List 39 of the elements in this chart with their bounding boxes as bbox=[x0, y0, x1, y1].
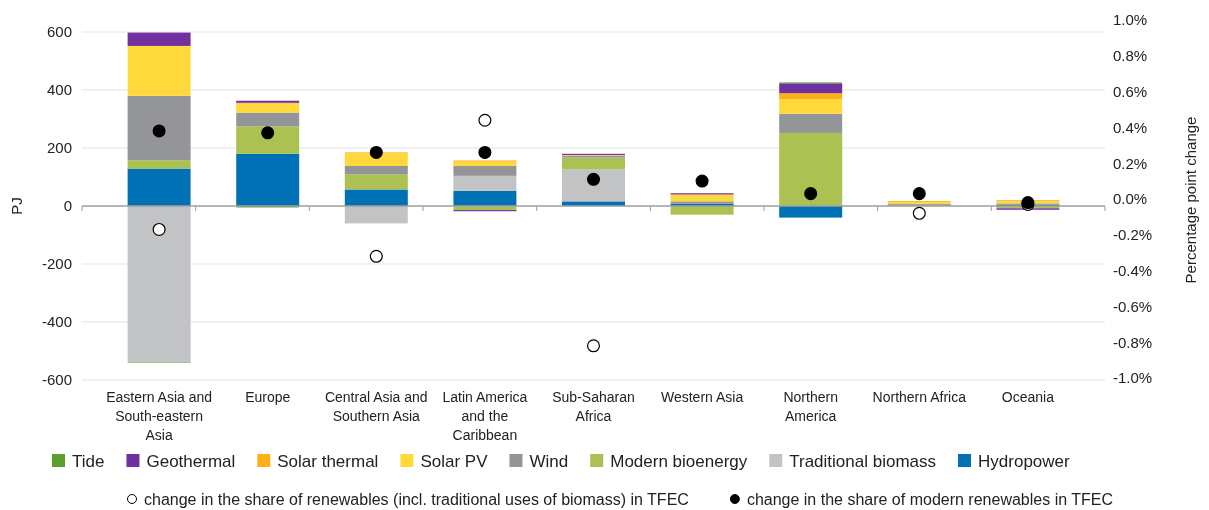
y-tick-label: -200 bbox=[41, 255, 72, 273]
y-axis-title: PJ bbox=[8, 197, 25, 215]
x-tick-label: Oceania bbox=[1001, 389, 1055, 405]
y-tick-label: 200 bbox=[46, 139, 72, 157]
legend-label: Tide bbox=[72, 452, 105, 471]
y2-tick-label: 1.0% bbox=[1113, 11, 1148, 29]
y2-tick-label: 0.2% bbox=[1113, 154, 1148, 172]
y2-tick-label: -0.4% bbox=[1113, 261, 1153, 279]
legend-label: Modern bioenergy bbox=[610, 452, 748, 471]
legend-label: Wind bbox=[529, 452, 569, 471]
y2-tick-label: 0.0% bbox=[1113, 190, 1148, 208]
y2-tick-label: -0.8% bbox=[1113, 333, 1153, 351]
x-tick-label: Eastern Asia and South-eastern Asia bbox=[106, 389, 213, 443]
y2-tick-label: 0.4% bbox=[1113, 118, 1148, 136]
legend-label: Traditional biomass bbox=[789, 452, 937, 471]
legend-label: change in the share of renewables (incl. traditional uses of biomass) in TFEC bbox=[144, 491, 689, 508]
x-tick-label: Northern America bbox=[783, 389, 838, 424]
y2-tick-label: -1.0% bbox=[1113, 369, 1153, 387]
y-tick-label: 0 bbox=[63, 197, 72, 215]
x-tick-label: Western Asia bbox=[660, 389, 744, 405]
y2-axis-title: Percentage point change bbox=[1182, 116, 1199, 284]
legend-label: Hydropower bbox=[978, 452, 1071, 471]
y2-tick-label: 0.6% bbox=[1113, 82, 1148, 100]
y-tick-label: 400 bbox=[46, 81, 72, 99]
y2-tick-label: -0.2% bbox=[1113, 226, 1153, 244]
legend-label: change in the share of modern renewables in TFEC bbox=[746, 491, 1114, 508]
y-tick-label: -400 bbox=[41, 313, 72, 331]
x-tick-label: Northern Africa bbox=[872, 389, 967, 405]
y-tick-label: 600 bbox=[46, 23, 72, 41]
y2-tick-label: -0.6% bbox=[1113, 297, 1153, 315]
x-tick-label: Central Asia and Southern Asia bbox=[324, 389, 428, 424]
legend-label: Geothermal bbox=[146, 452, 236, 471]
x-tick-label: Latin America and the Caribbean bbox=[442, 389, 528, 443]
legend-label: Solar thermal bbox=[277, 452, 379, 471]
y2-tick-label: 0.8% bbox=[1113, 47, 1148, 65]
x-tick-label: Europe bbox=[245, 389, 291, 405]
legend-label: Solar PV bbox=[420, 452, 489, 471]
y-tick-label: -600 bbox=[41, 371, 72, 389]
x-tick-label: Sub-Saharan Africa bbox=[552, 389, 635, 424]
